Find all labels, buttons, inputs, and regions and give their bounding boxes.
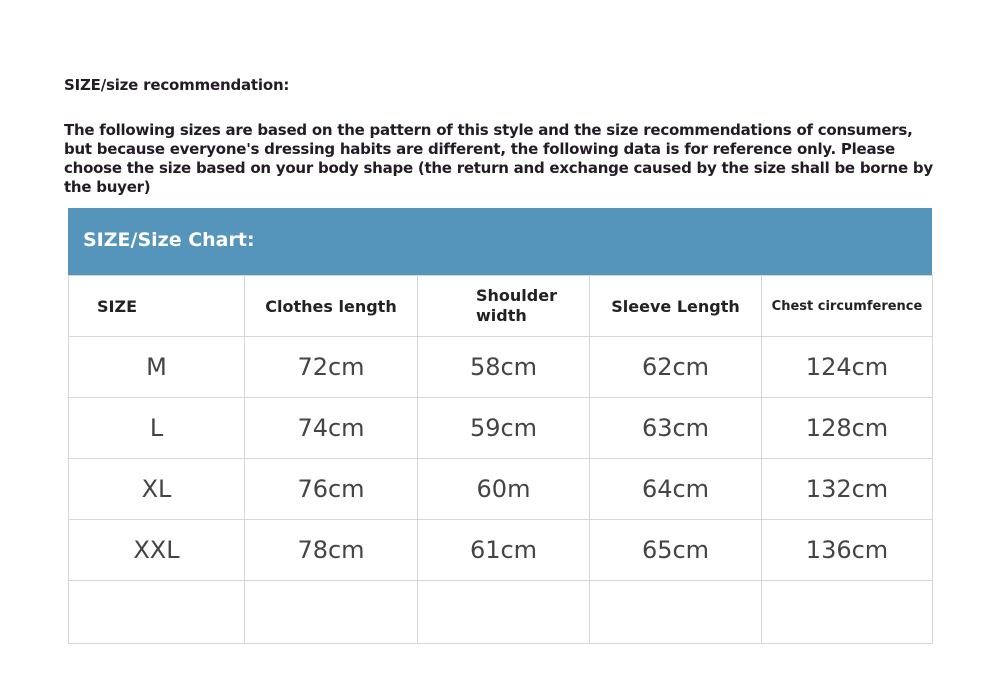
size-chart-title: SIZE/Size Chart: — [68, 208, 932, 275]
size-cell: XXL — [68, 519, 245, 581]
column-header: Chest circumference — [761, 275, 933, 337]
column-header: Clothes length — [244, 275, 418, 337]
measurement-cell: 78cm — [244, 519, 418, 581]
size-cell: M — [68, 336, 245, 398]
measurement-cell: 63cm — [589, 397, 762, 459]
size-chart: SIZE/Size Chart: SIZE Clothes length Sho… — [68, 208, 933, 644]
measurement-cell: 124cm — [761, 336, 933, 398]
measurement-cell: 58cm — [417, 336, 590, 398]
measurement-cell: 59cm — [417, 397, 590, 459]
measurement-cell: 136cm — [761, 519, 933, 581]
table-row: M 72cm 58cm 62cm 124cm — [68, 336, 933, 398]
size-cell: XL — [68, 458, 245, 520]
column-header: SIZE — [68, 275, 245, 337]
table-row: L 74cm 59cm 63cm 128cm — [68, 397, 933, 459]
measurement-cell: 76cm — [244, 458, 418, 520]
measurement-cell: 74cm — [244, 397, 418, 459]
measurement-cell: 60m — [417, 458, 590, 520]
measurement-cell: 132cm — [761, 458, 933, 520]
table-header-row: SIZE Clothes length Shoulder width Sleev… — [68, 275, 933, 337]
section-heading: SIZE/size recommendation: — [64, 76, 290, 94]
size-cell: L — [68, 397, 245, 459]
table-row: XXL 78cm 61cm 65cm 136cm — [68, 519, 933, 581]
table-row: XL 76cm 60m 64cm 132cm — [68, 458, 933, 520]
measurement-cell: 64cm — [589, 458, 762, 520]
measurement-cell: 61cm — [417, 519, 590, 581]
size-table: SIZE Clothes length Shoulder width Sleev… — [68, 275, 933, 644]
measurement-cell: 65cm — [589, 519, 762, 581]
size-disclaimer: The following sizes are based on the pat… — [64, 121, 933, 196]
column-header: Shoulder width — [417, 275, 590, 337]
empty-row — [68, 580, 933, 644]
measurement-cell: 62cm — [589, 336, 762, 398]
measurement-cell: 128cm — [761, 397, 933, 459]
measurement-cell: 72cm — [244, 336, 418, 398]
column-header: Sleeve Length — [589, 275, 762, 337]
